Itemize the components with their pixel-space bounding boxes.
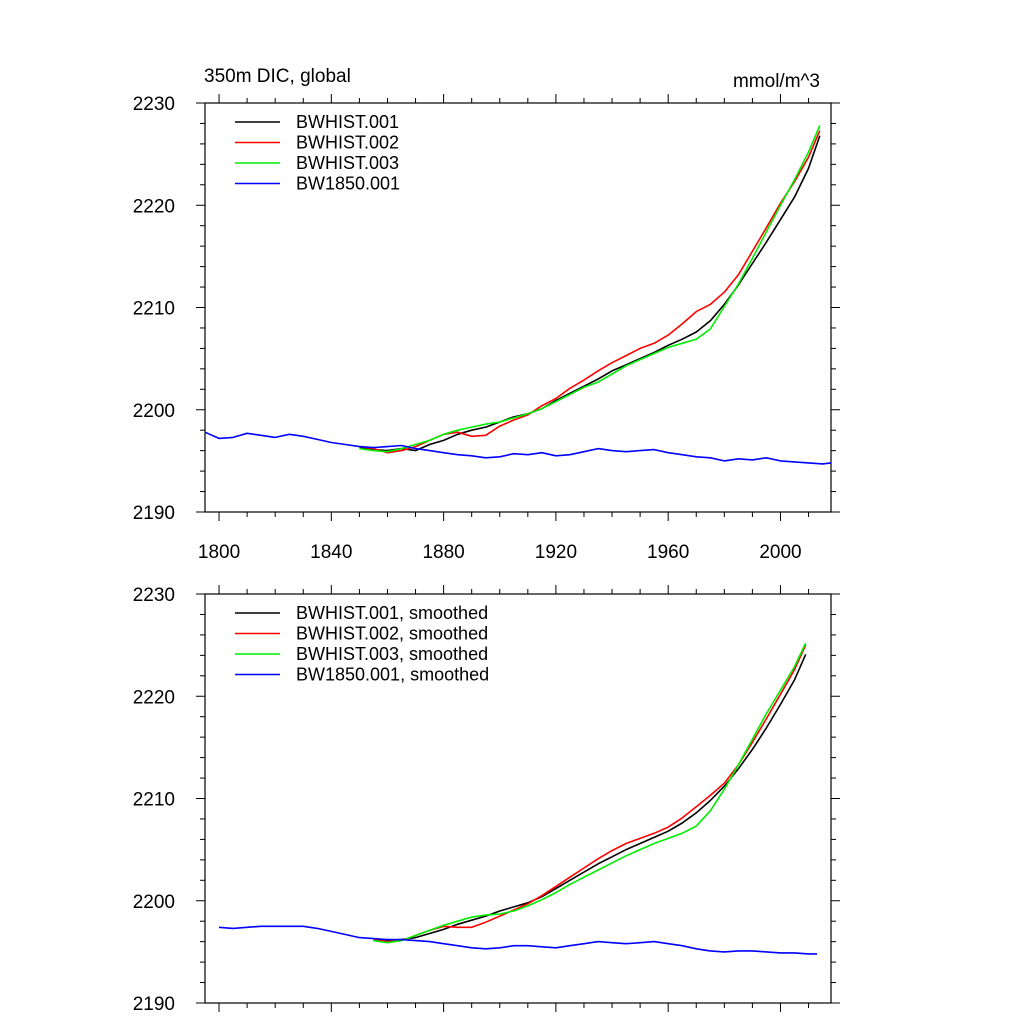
chart-title: 350m DIC, global <box>204 66 351 87</box>
y-tick-label: 2210 <box>133 790 175 811</box>
series-line-2 <box>359 130 821 454</box>
legend-label-3: BWHIST.003 <box>296 153 399 173</box>
legend-label-1: BWHIST.001 <box>296 112 399 132</box>
y-tick-label: 2190 <box>133 994 175 1015</box>
legend-label-2: BWHIST.002, smoothed <box>296 624 488 644</box>
series-line-2 <box>373 644 807 943</box>
legend-label-2: BWHIST.002 <box>296 133 399 153</box>
series-line-3 <box>359 125 821 453</box>
legend-label-1: BWHIST.001, smoothed <box>296 603 488 623</box>
series-line-4 <box>218 925 817 955</box>
series-line-3 <box>373 642 807 944</box>
y-tick-label: 2200 <box>133 892 175 913</box>
x-tick-label: 1960 <box>647 542 689 563</box>
series-line-1 <box>373 653 807 942</box>
y-tick-label: 2220 <box>133 687 175 708</box>
y-tick-label: 2190 <box>133 503 175 524</box>
y-tick-label: 2210 <box>133 299 175 320</box>
y-tick-label: 2220 <box>133 196 175 217</box>
y-tick-label: 2230 <box>133 94 175 115</box>
series-line-1 <box>359 135 821 452</box>
x-tick-label: 1920 <box>535 542 577 563</box>
x-tick-label: 2000 <box>759 542 801 563</box>
y-tick-label: 2230 <box>133 585 175 606</box>
legend-label-4: BW1850.001, smoothed <box>296 665 489 685</box>
chart-units: mmol/m^3 <box>733 71 820 92</box>
x-tick-label: 1840 <box>310 542 352 563</box>
legend-label-3: BWHIST.003, smoothed <box>296 644 488 664</box>
y-tick-label: 2200 <box>133 401 175 422</box>
x-tick-label: 1880 <box>422 542 464 563</box>
x-tick-label: 1800 <box>198 542 240 563</box>
series-line-4 <box>204 431 832 465</box>
bottom-panel: 2190 2200 2210 2220 2230 BWHIST.001, smoothed… <box>133 585 840 1015</box>
legend-label-4: BW1850.001 <box>296 174 400 194</box>
top-panel: 350m DIC, global mmol/m^3 2190 2200 2210 22… <box>133 66 840 563</box>
